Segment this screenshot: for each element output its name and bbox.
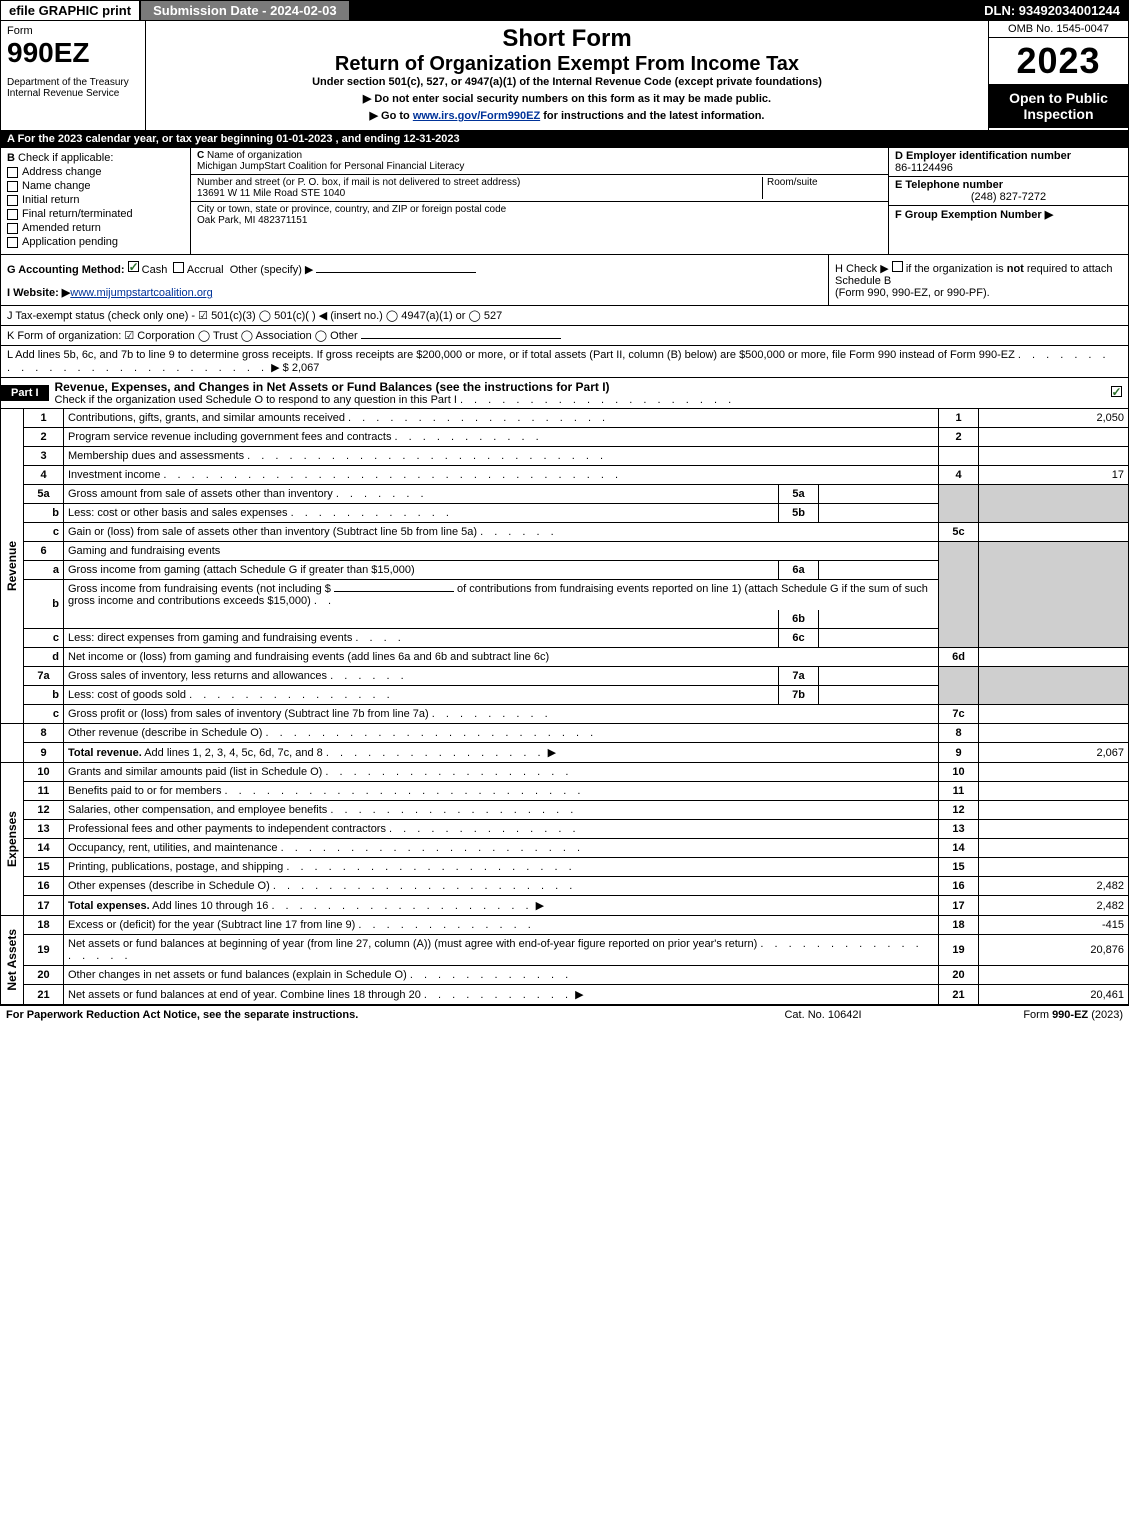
amt-8 (979, 724, 1129, 743)
amt-14 (979, 839, 1129, 858)
part1-table: Revenue 1 Contributions, gifts, grants, … (0, 409, 1129, 1005)
col-b: B Check if applicable: Address change Na… (1, 148, 191, 254)
amt-18: -415 (979, 916, 1129, 935)
amt-19: 20,876 (979, 935, 1129, 966)
amt-7c (979, 705, 1129, 724)
form-number: 990EZ (7, 37, 139, 69)
amt-10 (979, 763, 1129, 782)
amt-3 (979, 447, 1129, 466)
amt-2 (979, 428, 1129, 447)
amt-16: 2,482 (979, 877, 1129, 896)
chk-part1-sched-o[interactable] (1111, 386, 1122, 397)
chk-address-change[interactable] (7, 167, 18, 178)
submission-date: Submission Date - 2024-02-03 (139, 1, 351, 20)
footer-left: For Paperwork Reduction Act Notice, see … (6, 1009, 723, 1021)
under-section: Under section 501(c), 527, or 4947(a)(1)… (154, 76, 980, 88)
topbar: efile GRAPHIC print Submission Date - 20… (0, 0, 1129, 21)
amt-21: 20,461 (979, 985, 1129, 1005)
short-form-title: Short Form (154, 25, 980, 53)
dept: Department of the Treasury (7, 77, 139, 88)
amt-1: 2,050 (979, 409, 1129, 428)
phone: (248) 827-7272 (895, 191, 1122, 203)
amt-20 (979, 966, 1129, 985)
side-revenue: Revenue (5, 541, 19, 591)
chk-no-sched-b[interactable] (892, 261, 903, 272)
footer: For Paperwork Reduction Act Notice, see … (0, 1005, 1129, 1024)
website-link[interactable]: www.mijumpstartcoalition.org (70, 287, 212, 299)
dln: DLN: 93492034001244 (976, 1, 1128, 20)
row-a-tax-year: A For the 2023 calendar year, or tax yea… (0, 131, 1129, 148)
chk-initial-return[interactable] (7, 195, 18, 206)
amt-17: 2,482 (979, 896, 1129, 916)
org-name: Michigan JumpStart Coalition for Persona… (197, 161, 464, 172)
org-street: 13691 W 11 Mile Road STE 1040 (197, 188, 345, 199)
line-l: L Add lines 5b, 6c, and 7b to line 9 to … (0, 346, 1129, 378)
section-b-c-d-e: B Check if applicable: Address change Na… (0, 148, 1129, 255)
open-inspection: Open to Public Inspection (989, 84, 1128, 128)
line-j: J Tax-exempt status (check only one) - ☑… (0, 306, 1129, 326)
omb-number: OMB No. 1545-0047 (989, 21, 1128, 38)
org-city: Oak Park, MI 482371151 (197, 215, 307, 226)
chk-accrual[interactable] (173, 262, 184, 273)
amt-6d (979, 648, 1129, 667)
amt-15 (979, 858, 1129, 877)
goto-line: ▶ Go to www.irs.gov/Form990EZ for instru… (154, 109, 980, 122)
amt-5c (979, 523, 1129, 542)
side-expenses: Expenses (5, 811, 19, 867)
no-ssn-note: ▶ Do not enter social security numbers o… (154, 92, 980, 105)
amt-12 (979, 801, 1129, 820)
ein: 86-1124496 (895, 162, 953, 174)
chk-pending[interactable] (7, 237, 18, 248)
amt-9: 2,067 (979, 743, 1129, 763)
form-header: Form 990EZ Department of the Treasury In… (0, 21, 1129, 131)
side-net-assets: Net Assets (5, 929, 19, 991)
chk-cash[interactable] (128, 261, 139, 272)
section-g-h: G Accounting Method: Cash Accrual Other … (0, 255, 1129, 306)
col-d-e-f: D Employer identification number86-11244… (888, 148, 1128, 254)
amt-11 (979, 782, 1129, 801)
return-title: Return of Organization Exempt From Incom… (154, 53, 980, 76)
part-1-header: Part I Revenue, Expenses, and Changes in… (0, 378, 1129, 409)
irs-link[interactable]: www.irs.gov/Form990EZ (413, 110, 540, 122)
chk-final-return[interactable] (7, 209, 18, 220)
efile-print[interactable]: efile GRAPHIC print (1, 1, 139, 20)
col-c: C Name of organization Michigan JumpStar… (191, 148, 888, 254)
line-k: K Form of organization: ☑ Corporation ◯ … (0, 326, 1129, 346)
amt-4: 17 (979, 466, 1129, 485)
footer-right: Form 990-EZ (2023) (923, 1009, 1123, 1021)
tax-year: 2023 (989, 38, 1128, 84)
amt-13 (979, 820, 1129, 839)
footer-cat: Cat. No. 10642I (723, 1009, 923, 1021)
chk-amended[interactable] (7, 223, 18, 234)
irs: Internal Revenue Service (7, 88, 139, 99)
chk-name-change[interactable] (7, 181, 18, 192)
form-label: Form (7, 25, 139, 37)
